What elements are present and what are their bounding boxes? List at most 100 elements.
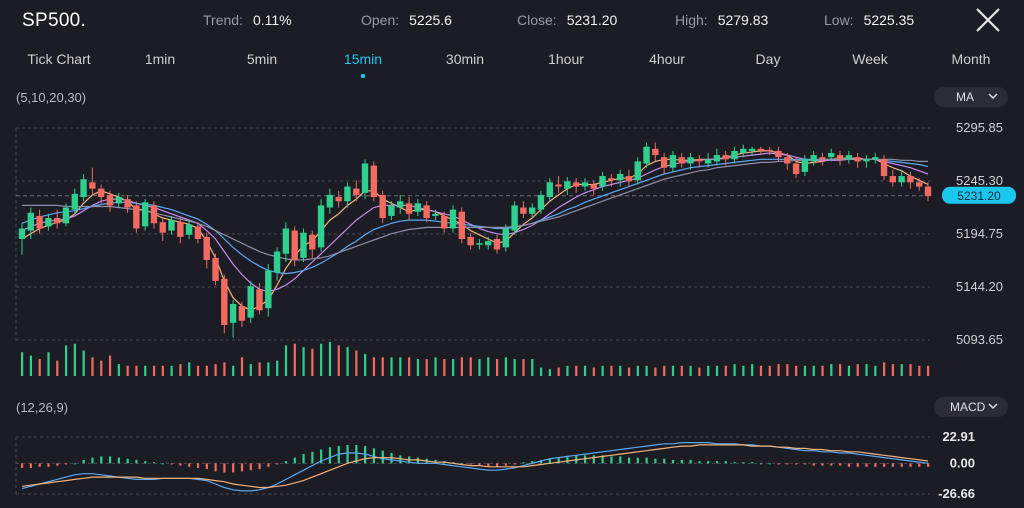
candle-body [397,201,404,208]
candle-body [687,157,694,164]
candle-body [80,179,87,198]
volume-bar [21,352,24,376]
candle-body [845,155,853,160]
volume-bar [434,357,437,376]
volume-bar [698,367,701,376]
volume-bar [751,364,754,376]
volume-bar [909,364,912,376]
tab-week[interactable]: Week [852,51,888,67]
candle-body [27,212,34,231]
macd-histogram-bar [927,463,930,467]
macd-histogram-bar [900,463,903,467]
candle-body [168,220,175,231]
volume-bar [522,359,525,376]
candle-body [212,257,219,281]
tab-5min[interactable]: 5min [247,51,277,67]
volume-bar [566,365,569,376]
ma-line-ma30 [22,158,928,261]
tab-30min[interactable]: 30min [446,51,484,67]
candle-body [71,193,78,210]
macd-histogram-bar [786,463,789,465]
candle-body [449,209,457,229]
candle-body [476,243,483,245]
ma-indicator-select[interactable]: MA [934,87,1008,107]
macd-histogram-bar [487,463,490,467]
volume-bar [144,365,147,376]
close-button[interactable] [972,6,1004,36]
macd-histogram-bar [478,463,481,466]
candle-body [907,176,914,183]
tab-15min[interactable]: 15min [343,51,383,78]
tab-1min[interactable]: 1min [145,51,175,67]
tab-label: 30min [445,51,485,67]
macd-histogram-bar [654,458,657,464]
candle-body [784,157,791,164]
tab-4hour[interactable]: 4hour [649,51,685,67]
macd-histogram-bar [803,463,807,465]
macd-histogram-bar [460,463,464,465]
macd-histogram-bar [689,459,692,464]
candle-body [819,157,826,160]
macd-histogram-bar [759,463,763,465]
candle-body [643,146,650,164]
macd-histogram-bar [821,463,824,466]
tab-label: 15min [343,51,383,67]
macd-histogram-bar [249,463,252,471]
candle-body [493,238,501,250]
candle-body [229,303,237,323]
tab-label: 1hour [548,51,584,67]
macd-indicator-select[interactable]: MACD [934,397,1008,417]
macd-histogram-bar [592,455,595,464]
candle-body [53,218,61,224]
macd-dea-line [21,444,929,489]
volume-bar [839,364,842,376]
candle-body [810,155,817,162]
tab-month[interactable]: Month [952,51,991,67]
macd-histogram-bar [856,463,859,467]
macd-histogram-bar [751,462,754,464]
tab-tick-chart[interactable]: Tick Chart [27,51,90,67]
macd-histogram-bar [812,463,815,466]
candle-body [520,207,527,214]
volume-bar [671,365,675,376]
volume-bar [240,357,244,376]
macd-histogram-bar [557,457,560,464]
candle-body [546,182,553,198]
macd-histogram-bar [645,457,648,464]
macd-histogram-bar [619,456,622,464]
macd-histogram-bar [583,455,587,464]
macd-histogram-bar [240,463,244,472]
tab-1hour[interactable]: 1hour [548,51,584,67]
macd-histogram-bar [504,463,507,466]
candle-body [89,182,96,189]
candle-body [537,194,545,210]
macd-histogram-bar [724,461,727,464]
candle-body [652,148,659,156]
volume-bar [759,365,763,376]
candle-body [379,194,386,219]
candle-body [282,228,290,254]
macd-histogram-bar [144,461,147,464]
macd-histogram-bar [627,457,631,464]
candle-body [608,178,615,181]
candle-body [309,234,316,250]
volume-bar [126,365,129,376]
candle-body [62,207,70,224]
tab-label: 4hour [649,51,685,67]
macd-histogram-bar [610,456,613,464]
volume-bar [795,365,798,376]
tab-day[interactable]: Day [756,51,781,67]
macd-tick-label: 22.91 [942,429,975,444]
macd-histogram-bar [839,463,842,466]
macd-histogram-bar [531,461,534,464]
candle-body [423,205,430,219]
symbol-name: SP500. [22,10,87,31]
candle-body [124,199,131,208]
macd-histogram-bar [267,463,270,467]
macd-histogram-bar [196,463,200,468]
candle-body [572,182,580,187]
volume-bar [29,355,32,376]
high-stat: High: 5279.83 [675,12,768,28]
volume-bar [830,364,833,376]
